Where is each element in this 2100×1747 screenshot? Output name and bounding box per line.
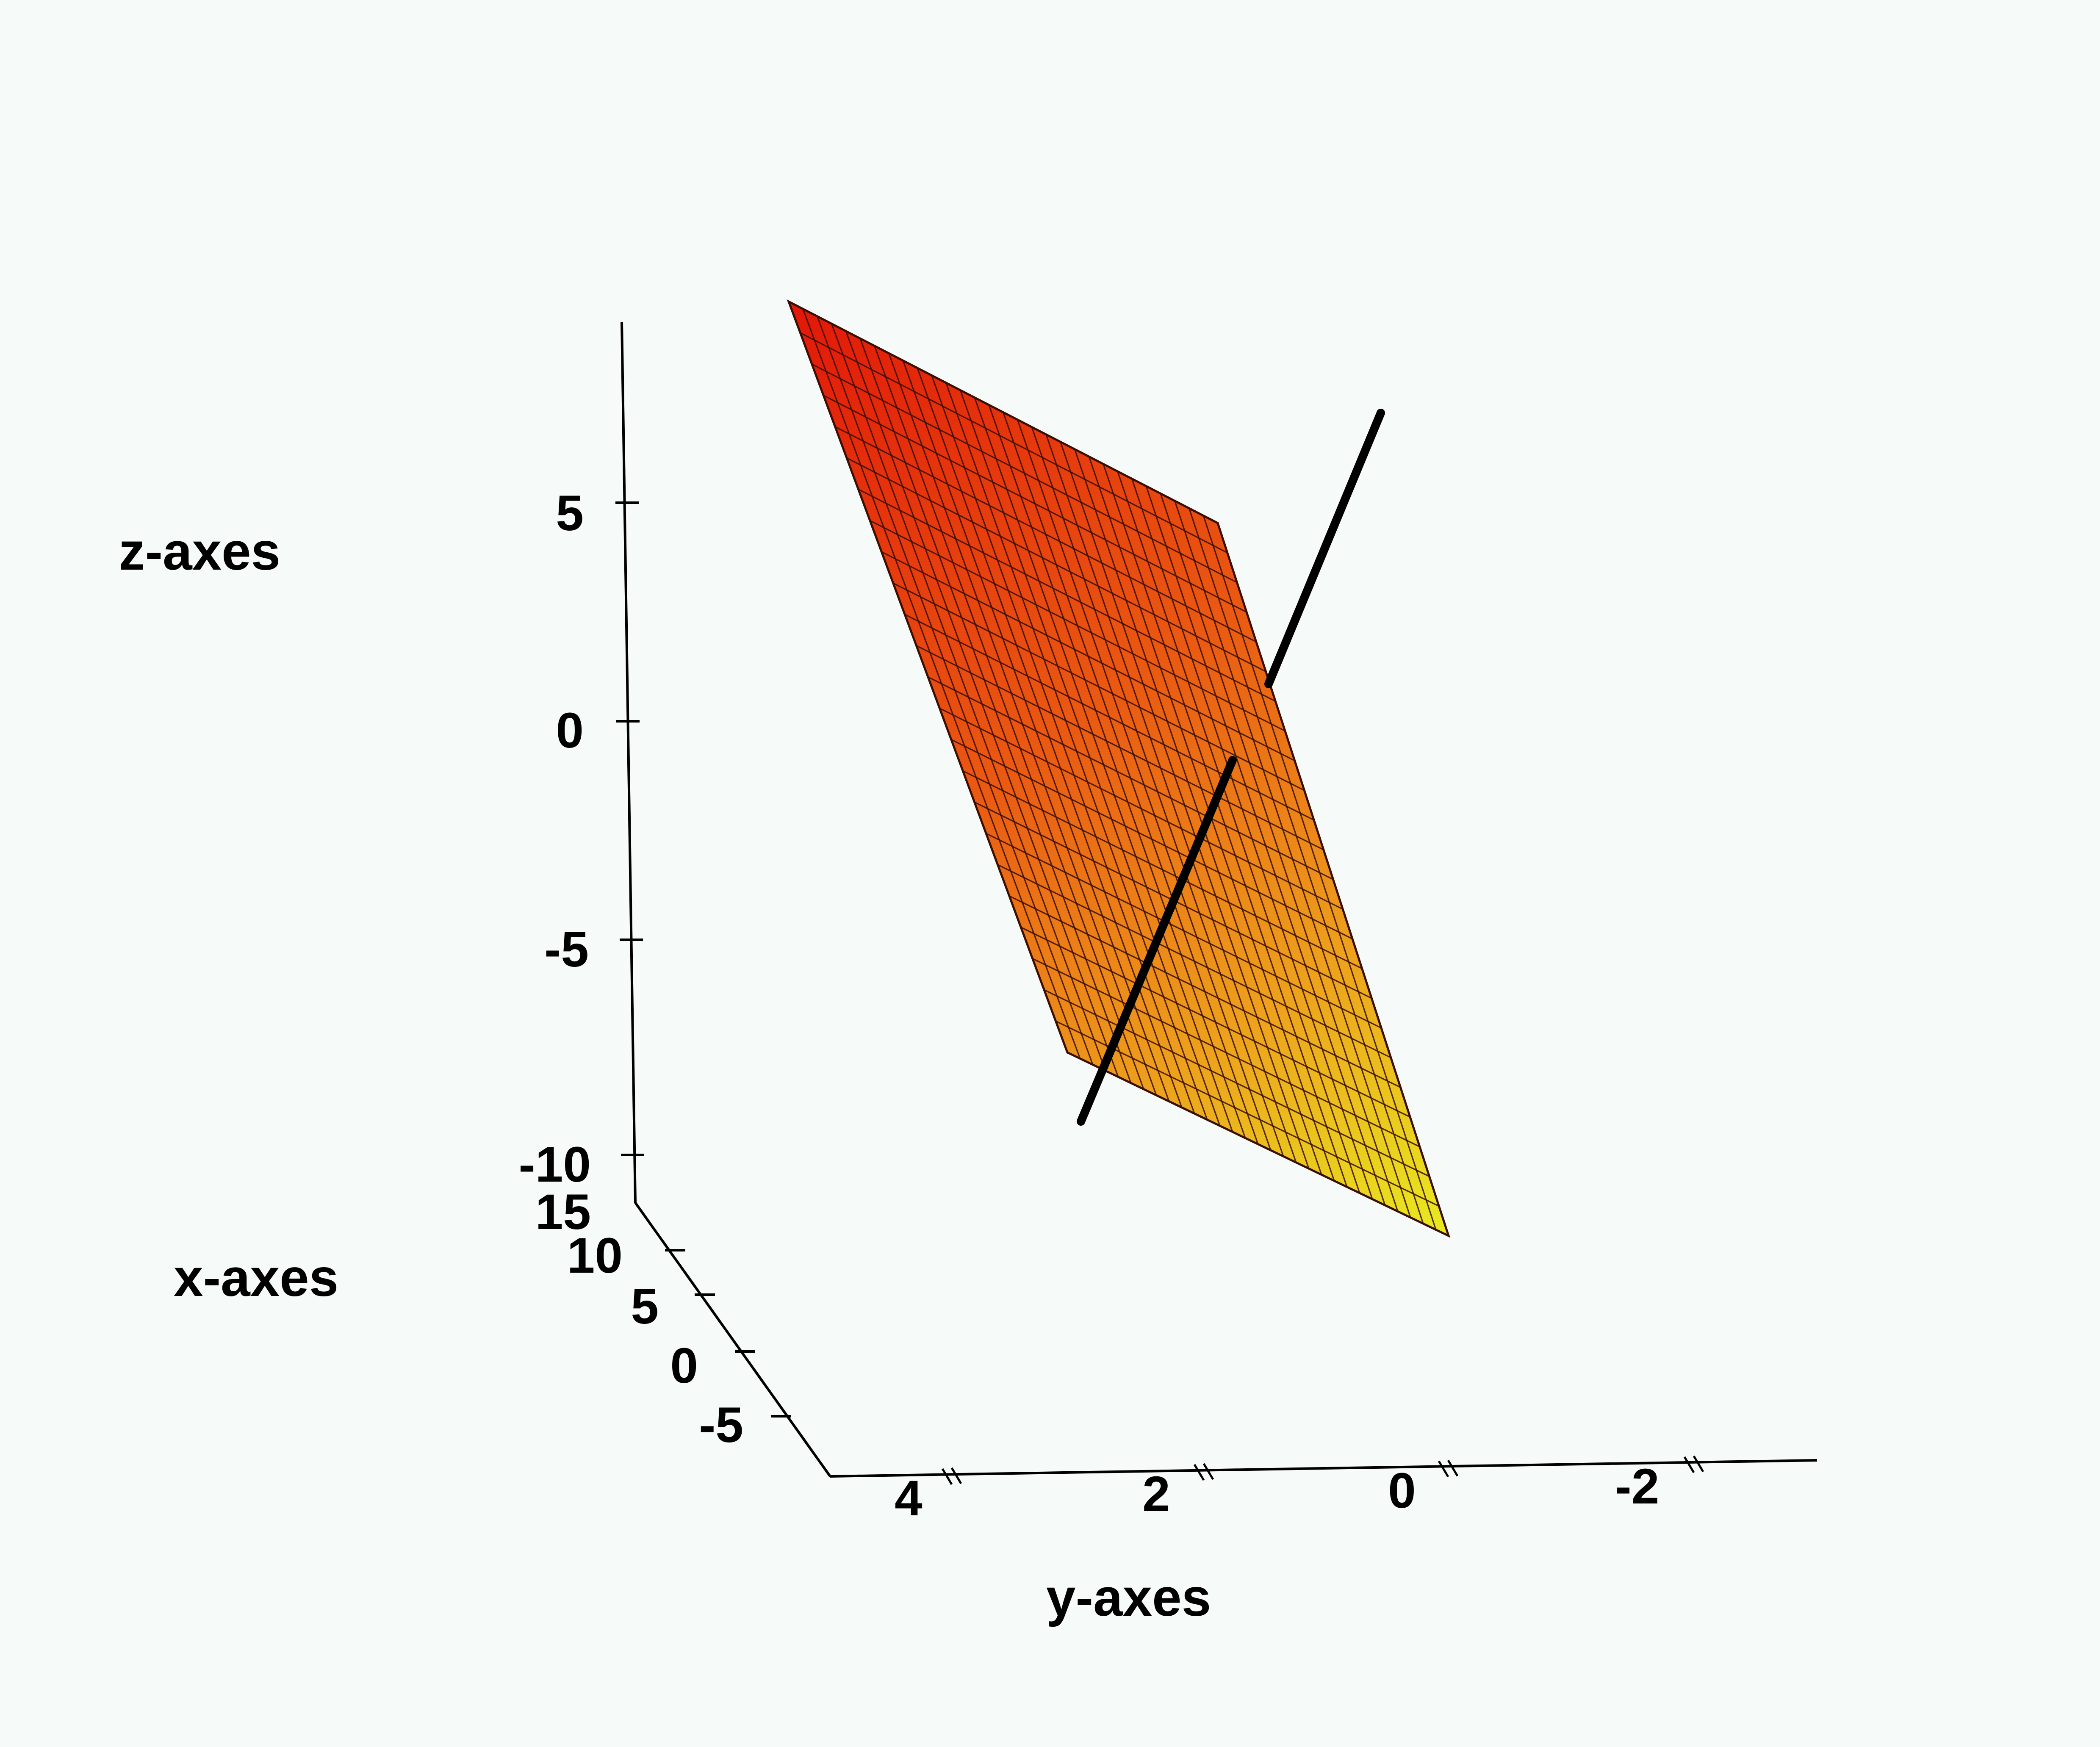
x-axis-title: x-axes — [174, 1249, 338, 1307]
surface-mesh-line — [997, 864, 1391, 1058]
surface-mesh-line — [834, 426, 1257, 642]
surface-mesh-line — [951, 739, 1353, 940]
axes — [621, 321, 1817, 1478]
surface-mesh-line — [881, 551, 1295, 761]
surface-mesh-line — [846, 457, 1266, 673]
y-tick-mark — [1438, 1459, 1459, 1478]
surface-mesh-line — [1044, 989, 1430, 1177]
surface-mesh-line — [823, 395, 1247, 613]
surface-mesh-line — [1055, 1020, 1439, 1207]
y-axis-ticks — [941, 1455, 1704, 1485]
surface-mesh-line — [870, 520, 1285, 732]
y-axis-title: y-axes — [1046, 1568, 1211, 1627]
z-axis-line — [621, 321, 637, 1203]
x-tick-label: -5 — [699, 1397, 743, 1453]
y-tick-label: -2 — [1615, 1459, 1659, 1514]
z-tick-label: 0 — [556, 703, 584, 759]
y-tick-labels: 4 2 0 -2 — [895, 1459, 1659, 1526]
surface-mesh-line — [812, 363, 1238, 583]
y-tick-label: 0 — [1388, 1463, 1416, 1519]
surface-mesh-line — [858, 488, 1276, 702]
x-tick-label: 10 — [567, 1228, 623, 1284]
line-series-front-segment — [1077, 756, 1237, 1126]
line-series-back-segment — [1264, 409, 1385, 688]
surface-mesh-line — [962, 770, 1363, 969]
surface-mesh-line — [1020, 927, 1410, 1118]
z-tick-labels: 5 0 -5 -10 — [518, 485, 591, 1193]
z-axis-ticks — [615, 501, 644, 1156]
surface-mesh-line — [986, 833, 1382, 1029]
x-axis-line — [634, 1202, 831, 1477]
y-tick-mark — [1193, 1463, 1214, 1481]
surface-mesh-line — [1032, 958, 1420, 1148]
surface-mesh-line — [904, 614, 1314, 821]
z-axis-title: z-axes — [119, 522, 280, 581]
x-tick-labels: 15 10 5 0 -5 — [535, 1184, 743, 1453]
x-tick-label: 5 — [631, 1279, 659, 1334]
z-tick-label: -10 — [518, 1137, 591, 1193]
z-tick-label: 5 — [556, 485, 584, 541]
y-tick-mark — [941, 1467, 962, 1485]
y-tick-label: 2 — [1142, 1466, 1170, 1522]
x-tick-label: 15 — [535, 1184, 591, 1240]
surface-fill — [787, 299, 1451, 1238]
x-tick-label: 0 — [670, 1338, 698, 1394]
x-axis-ticks — [665, 1249, 791, 1418]
surface-mesh-line — [893, 582, 1305, 791]
surface-mesh-line — [800, 332, 1228, 554]
y-tick-mark — [1683, 1455, 1704, 1473]
line-series — [1077, 409, 1385, 1126]
surface-mesh-line — [1009, 895, 1401, 1088]
plane-surface — [787, 299, 1451, 1238]
y-tick-label: 4 — [895, 1470, 923, 1526]
surface-mesh-line — [916, 645, 1324, 850]
surface-mesh-line — [939, 707, 1343, 910]
y-axis-line — [830, 1459, 1817, 1478]
surface-mesh-line — [928, 676, 1334, 880]
z-tick-label: -5 — [544, 922, 589, 977]
